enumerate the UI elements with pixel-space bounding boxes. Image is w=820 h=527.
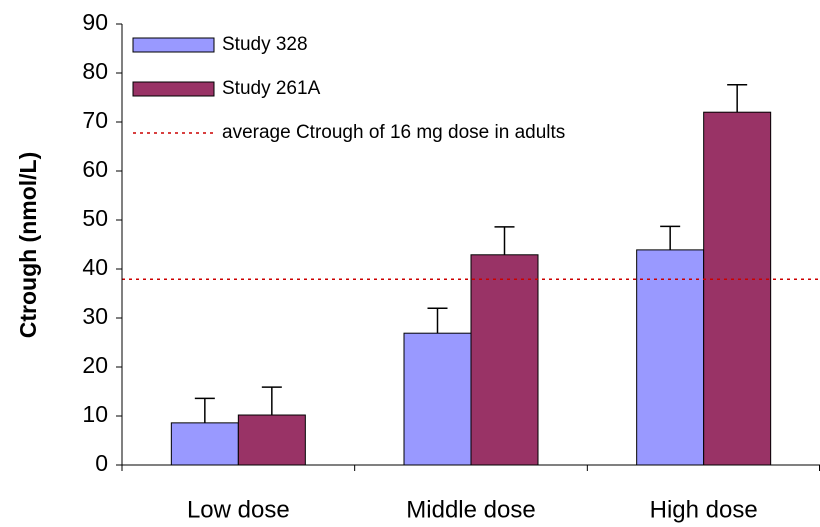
y-tick-label: 30 — [82, 303, 108, 329]
x-tick-label: High dose — [650, 496, 758, 523]
y-tick-label: 20 — [82, 352, 108, 378]
error-bar — [494, 226, 515, 255]
bar — [237, 414, 306, 466]
error-bar — [660, 225, 681, 250]
bar — [636, 249, 705, 466]
error-bar — [261, 386, 282, 416]
error-bar — [727, 84, 748, 113]
y-axis-label: Ctrough (nmol/L) — [15, 152, 41, 339]
error-bar — [427, 307, 448, 334]
y-tick-label: 90 — [82, 9, 108, 35]
y-tick-label: 80 — [82, 58, 108, 84]
x-tick-label: Middle dose — [406, 496, 535, 523]
legend-label: Study 261A — [222, 78, 321, 99]
legend-swatch — [132, 37, 215, 53]
y-tick-label: 40 — [82, 254, 108, 280]
bar — [403, 332, 472, 466]
y-tick-label: 10 — [82, 401, 108, 427]
y-tick-label: 60 — [82, 156, 108, 182]
y-tick-label: 0 — [95, 450, 108, 476]
y-tick-label: 50 — [82, 205, 108, 231]
legend-label: Study 328 — [222, 34, 308, 55]
bar — [170, 422, 239, 466]
y-tick-label: 70 — [82, 107, 108, 133]
bar — [703, 111, 772, 466]
x-tick-label: Low dose — [187, 496, 290, 523]
legend-swatch — [132, 81, 215, 97]
error-bar — [194, 397, 215, 423]
bar — [470, 254, 539, 466]
legend-label: average Ctrough of 16 mg dose in adults — [222, 122, 565, 143]
